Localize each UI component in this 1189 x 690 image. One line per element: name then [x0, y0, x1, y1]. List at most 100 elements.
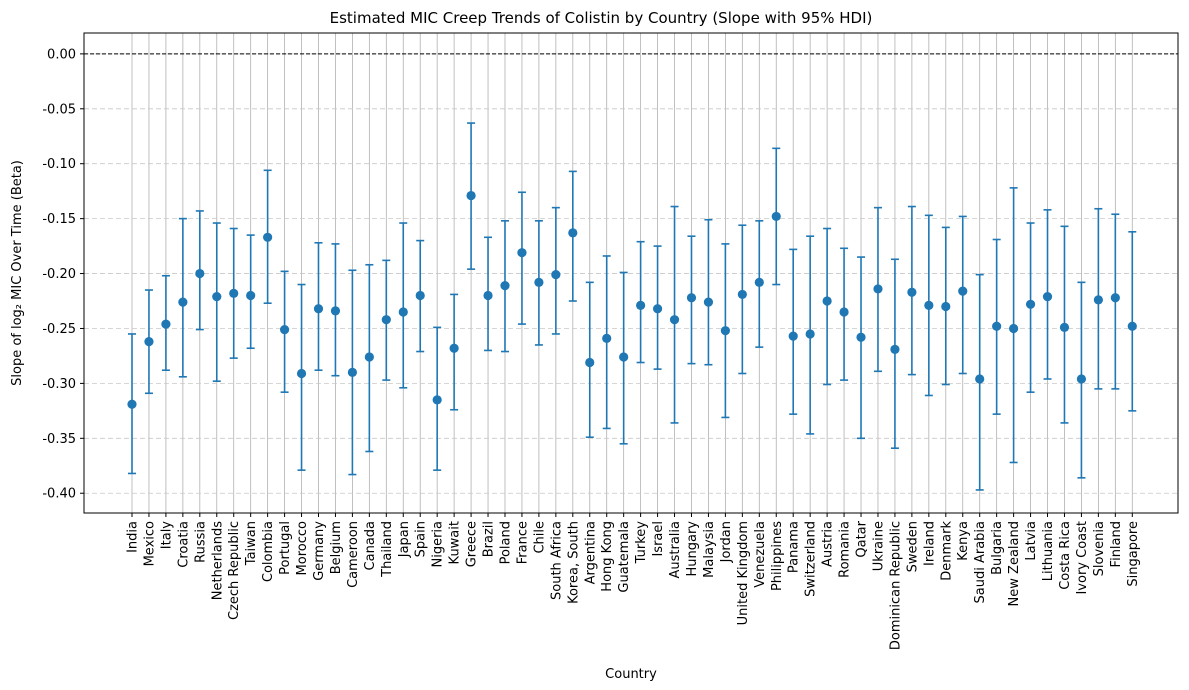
slope-point [1025, 299, 1036, 309]
y-axis: 0.00 -0.05 -0.10 -0.15 -0.20 -0.25 -0.30 -0.35 -… [42, 47, 84, 502]
slope-point [873, 284, 883, 294]
x-tick-label: Singapore [1126, 521, 1141, 587]
slope-point [568, 228, 578, 238]
slope-point [313, 304, 324, 314]
slope-point [958, 286, 968, 296]
slope-point [975, 374, 985, 384]
x-tick-label: Russia [193, 521, 208, 563]
x-tick-label: Mexico [142, 521, 157, 566]
x-tick-label: Spain [414, 521, 429, 557]
x-tick-label: Ivory Coast [1075, 521, 1090, 595]
y-tick-label: -0.30 [42, 377, 76, 392]
slope-point [517, 248, 527, 258]
slope-point [636, 300, 646, 311]
slope-point [771, 211, 781, 222]
slope-point [890, 344, 900, 354]
x-tick-label: Guatemala [617, 521, 632, 593]
slope-point [364, 352, 374, 362]
x-tick-label: Sweden [905, 521, 920, 572]
slope-point [669, 315, 680, 325]
y-tick-label: -0.25 [42, 322, 76, 337]
x-tick-label: Cameroon [346, 521, 361, 588]
x-tick-label: Austria [821, 521, 836, 567]
x-tick-label: Ireland [922, 521, 937, 566]
data-layer [127, 122, 1137, 491]
slope-point [296, 368, 307, 379]
slope-point [229, 288, 239, 298]
x-tick-label: South Africa [549, 521, 564, 600]
slope-point [161, 319, 171, 329]
slope-point [330, 306, 341, 316]
slope-point [703, 297, 714, 307]
x-tick-label: Romania [838, 521, 853, 578]
x-tick-label: Netherlands [210, 521, 225, 600]
plot-frame [83, 32, 1179, 514]
y-tick-label: 0.00 [47, 47, 76, 62]
x-tick-label: Panama [787, 521, 802, 573]
y-tick-label: -0.15 [42, 212, 76, 227]
x-tick-label: Chile [532, 521, 547, 554]
slope-point [805, 329, 815, 339]
x-tick-label: Colombia [261, 521, 276, 582]
x-tick-label: Italy [159, 521, 174, 550]
slope-point [737, 289, 747, 300]
x-tick-label: Belgium [329, 521, 344, 574]
slope-point [347, 367, 358, 378]
slope-point [246, 290, 256, 301]
x-tick-label: Korea, South [566, 521, 581, 604]
slope-point [398, 307, 408, 317]
slope-point [432, 395, 442, 405]
slope-point [551, 270, 561, 280]
slope-point [144, 337, 154, 347]
x-tick-label: Hong Kong [600, 521, 615, 592]
x-tick-label: Greece [465, 521, 480, 567]
x-tick-label: Denmark [939, 521, 954, 581]
x-tick-label: Hungary [685, 521, 700, 577]
x-tick-label: Dominican Republic [888, 521, 903, 650]
x-tick-label: Finland [1109, 521, 1124, 567]
slope-point [178, 297, 188, 307]
x-tick-label: Ukraine [871, 521, 886, 571]
x-tick-label: Kuwait [448, 521, 463, 564]
x-tick-label: New Zealand [1007, 521, 1022, 606]
slope-point [381, 315, 391, 325]
x-tick-label: Lithuania [1041, 521, 1056, 581]
y-tick-label: -0.40 [42, 487, 76, 502]
x-tick-label: Argentina [583, 521, 598, 584]
slope-point [1076, 374, 1087, 384]
x-tick-label: Thailand [380, 521, 395, 578]
x-tick-label: Czech Republic [227, 521, 242, 620]
slope-point [534, 277, 544, 287]
x-tick-label: India [126, 521, 141, 553]
x-tick-label: Venezuela [753, 521, 768, 588]
x-tick-label: Australia [668, 521, 683, 579]
slope-point [754, 277, 764, 287]
y-tick-label: -0.35 [42, 432, 76, 447]
slope-point [1127, 321, 1137, 331]
slope-point [941, 301, 951, 312]
y-tick-label: -0.20 [42, 267, 76, 282]
slope-point [856, 332, 866, 342]
x-tick-label: Latvia [1024, 521, 1039, 561]
slope-point [822, 296, 832, 306]
y-tick-label: -0.10 [42, 157, 76, 172]
slope-point [466, 190, 476, 201]
x-tick-label: Israel [651, 521, 666, 557]
x-tick-label: Jordan [719, 521, 734, 563]
slope-point [263, 232, 273, 242]
x-tick-label: Switzerland [804, 521, 819, 597]
slope-point [449, 343, 459, 353]
slope-point [924, 300, 934, 311]
x-tick-label: Philippines [770, 521, 785, 591]
y-axis-label: Slope of log₂ MIC Over Time (Beta) [10, 160, 25, 386]
slope-point [483, 290, 493, 301]
slope-point [127, 399, 137, 409]
x-tick-label: Morocco [295, 521, 310, 575]
x-tick-label: Saudi Arabia [973, 521, 988, 604]
x-tick-label: Nigeria [431, 521, 446, 568]
x-tick-label: Brazil [482, 521, 497, 557]
x-tick-label: Croatia [176, 521, 191, 568]
x-tick-label: Kenya [956, 521, 971, 561]
